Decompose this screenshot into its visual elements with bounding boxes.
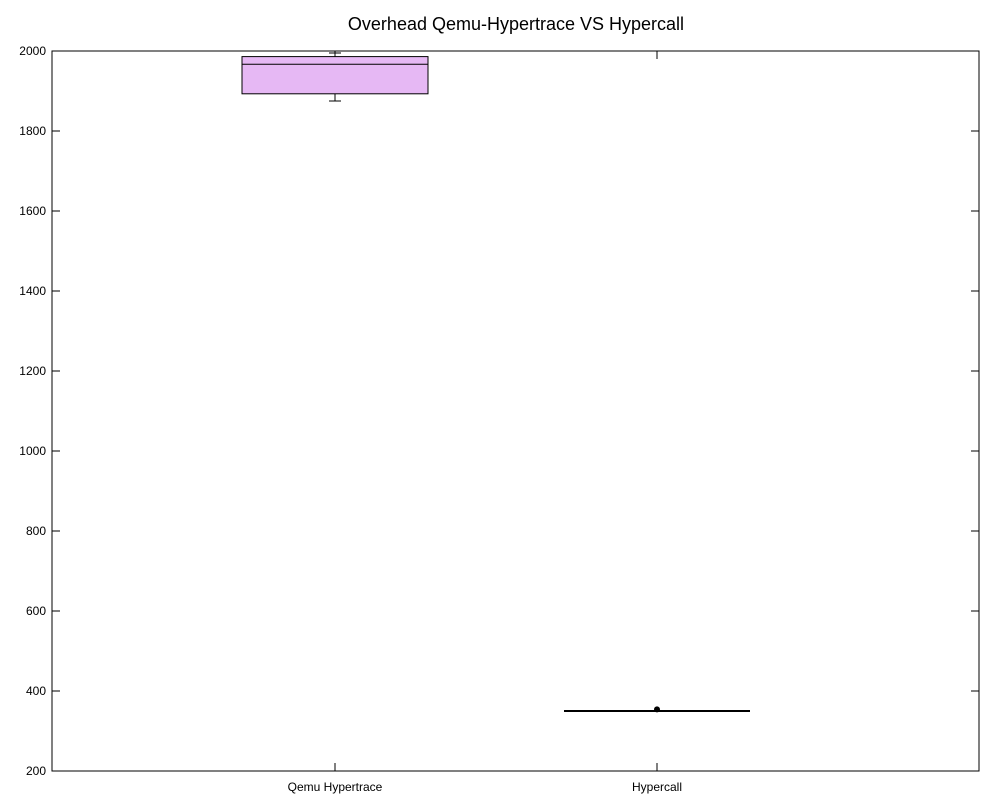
outlier-point	[654, 706, 660, 713]
y-tick-label: 1000	[19, 444, 46, 458]
y-axis: 200 400 600 800 1000 1200 1400 1600 1800 2000	[19, 44, 979, 778]
y-tick-label: 1800	[19, 124, 46, 138]
y-tick-label: 1200	[19, 364, 46, 378]
box-group	[241, 52, 429, 102]
box-group	[564, 706, 750, 713]
y-tick-label: 600	[26, 604, 46, 618]
x-tick-label: Qemu Hypertrace	[288, 780, 383, 794]
y-tick-label: 1600	[19, 204, 46, 218]
y-tick-label: 1400	[19, 284, 46, 298]
plot-frame	[51, 50, 980, 772]
chart-title: Overhead Qemu-Hypertrace VS Hypercall	[348, 14, 684, 34]
y-tick-label: 400	[26, 684, 46, 698]
iqr-box	[241, 56, 429, 95]
y-tick-label: 2000	[19, 44, 46, 58]
box-series	[241, 52, 750, 713]
y-tick-label: 200	[26, 764, 46, 778]
y-tick-label: 800	[26, 524, 46, 538]
x-axis: Qemu Hypertrace Hypercall	[288, 51, 682, 794]
x-tick-label: Hypercall	[632, 780, 682, 794]
